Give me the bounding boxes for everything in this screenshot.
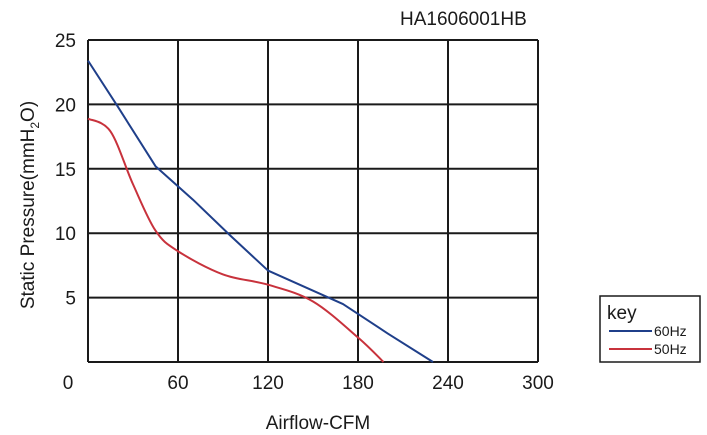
y-tick-labels: 5 10 15 20 25 — [55, 31, 76, 310]
y-axis-label-suffix: O) — [18, 101, 39, 122]
chart-title: HA1606001HB — [400, 9, 527, 30]
y-tick-label: 10 — [55, 224, 76, 245]
x-tick-label: 0 — [63, 373, 74, 394]
legend-entries: 60Hz 50Hz — [609, 323, 687, 357]
y-axis-label: Static Pressure(mmH2O) — [18, 101, 42, 309]
x-tick-labels: 0 60 120 180 240 300 — [63, 373, 554, 394]
x-axis-label: Airflow-CFM — [266, 413, 371, 434]
x-tick-label: 180 — [342, 373, 374, 394]
legend-box — [599, 295, 701, 363]
series-line-50hz — [87, 117, 385, 363]
x-tick-label: 120 — [252, 373, 284, 394]
y-axis-label-prefix: Static Pressure(mmH — [18, 129, 39, 310]
series-line-60hz — [87, 60, 434, 363]
legend-label-60hz: 60Hz — [654, 323, 687, 339]
x-tick-label: 300 — [522, 373, 554, 394]
y-tick-label: 15 — [55, 160, 76, 181]
legend-label-50hz: 50Hz — [654, 341, 687, 357]
grid — [87, 39, 539, 363]
x-tick-label: 60 — [167, 373, 188, 394]
y-tick-label: 25 — [55, 31, 76, 52]
y-tick-label: 20 — [55, 95, 76, 116]
y-tick-label: 5 — [65, 289, 76, 310]
plot-area — [88, 40, 538, 362]
legend: key 60Hz 50Hz — [599, 295, 701, 363]
x-tick-label: 240 — [432, 373, 464, 394]
legend-title: key — [607, 303, 637, 324]
series-group — [87, 60, 434, 363]
y-axis-label-subscript: 2 — [28, 122, 42, 129]
